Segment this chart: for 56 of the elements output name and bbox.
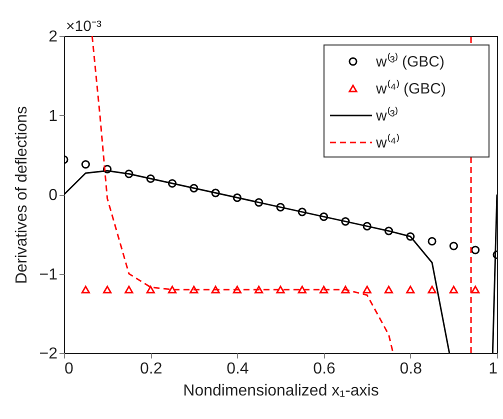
point (428, 236, 436, 246)
point (124, 286, 134, 294)
point (471, 246, 480, 254)
text: ×10⁻³ (66, 18, 102, 35)
legend-label: w⁽⁴⁾ (GBC) (375, 80, 446, 98)
point (103, 286, 112, 294)
point (449, 242, 458, 250)
point (168, 179, 177, 188)
x-tick-label: 0.8 (400, 360, 422, 378)
point (428, 286, 436, 294)
point (341, 286, 350, 294)
point (146, 174, 155, 183)
point (254, 286, 264, 294)
y-tick-label: 0 (48, 187, 58, 204)
x-tick-label: 0.4 (226, 360, 249, 378)
legend-label: w⁽⁴⁾ (375, 134, 400, 152)
point (384, 226, 394, 236)
x-axis-title: Nondimensionalized x₁-axis (183, 382, 379, 400)
point (232, 286, 242, 294)
point (276, 286, 285, 294)
point (190, 184, 198, 192)
point (341, 217, 350, 226)
point (211, 188, 220, 198)
point (81, 160, 90, 169)
legend-label: w⁽³⁾ (375, 106, 398, 124)
y-tick-label: 2 (48, 28, 58, 46)
point (449, 286, 458, 294)
point (406, 286, 415, 294)
point (254, 198, 264, 207)
point (168, 286, 177, 294)
point (190, 286, 198, 294)
x-tick-label: 0.2 (140, 360, 162, 378)
point (298, 286, 306, 294)
point (81, 286, 90, 294)
point (298, 208, 306, 216)
point (276, 202, 285, 212)
legend-label: w⁽³⁾ (GBC) (375, 52, 444, 70)
y-axis-title: Derivatives of deflections (13, 106, 30, 284)
point (232, 193, 242, 202)
point (362, 286, 372, 294)
point (211, 286, 220, 294)
point (146, 286, 155, 294)
point (124, 170, 134, 178)
y-tick-label: −2 (39, 346, 58, 362)
point (320, 286, 328, 294)
point (362, 222, 372, 230)
y-tick-label: 1 (48, 108, 58, 125)
x-tick-label: 0 (64, 360, 74, 378)
point (406, 232, 415, 241)
point (103, 164, 112, 174)
point (471, 286, 480, 294)
point (384, 286, 394, 294)
x-tick-label: 1 (488, 360, 498, 378)
x-tick-label: 0.6 (313, 360, 336, 378)
point (320, 212, 328, 221)
y-tick-label: −1 (39, 266, 58, 284)
